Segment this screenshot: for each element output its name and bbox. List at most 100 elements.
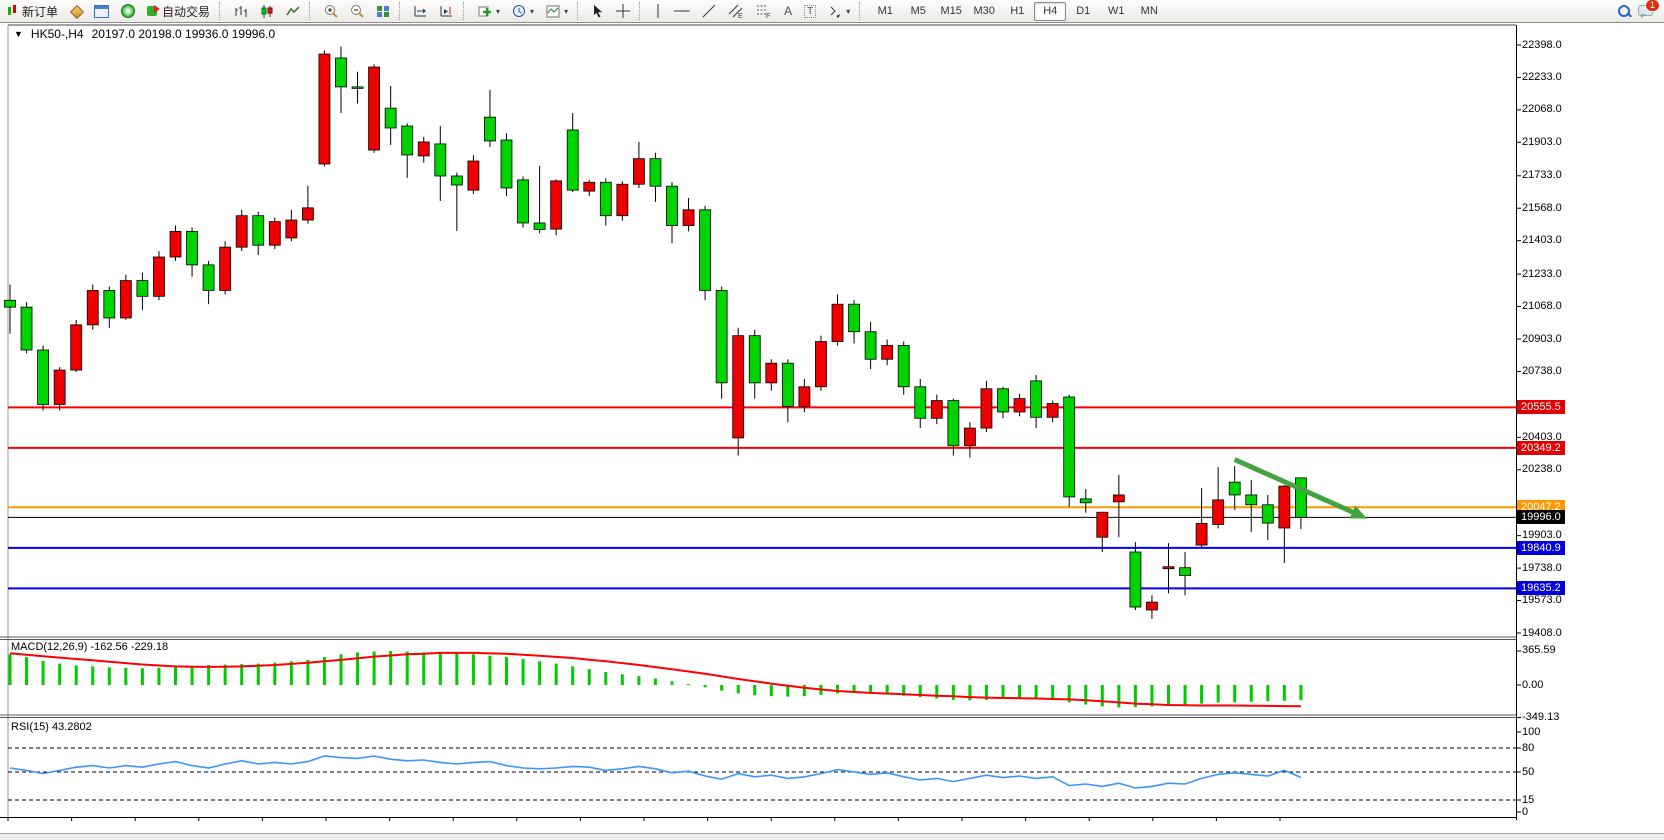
candlestick-mode-button[interactable] bbox=[255, 1, 279, 22]
candle-body bbox=[484, 116, 496, 142]
timeframe-h1[interactable]: H1 bbox=[1010, 4, 1025, 17]
macd-histogram-bar bbox=[637, 676, 641, 685]
timeframe-m30[interactable]: M30 bbox=[973, 4, 995, 17]
new-order-icon bbox=[7, 5, 19, 17]
template-icon bbox=[546, 5, 560, 17]
candle-body bbox=[1079, 498, 1092, 504]
cursor-tool-button[interactable] bbox=[587, 1, 609, 22]
timeframe-m1[interactable]: M1 bbox=[877, 4, 893, 17]
candle-body bbox=[368, 66, 381, 151]
auto-scroll-button[interactable] bbox=[409, 1, 433, 22]
market-watch-button[interactable] bbox=[65, 1, 87, 22]
trend-arrow-line[interactable] bbox=[1233, 457, 1359, 517]
trend-arrow-head[interactable] bbox=[1349, 505, 1368, 519]
macd-histogram-bar bbox=[405, 651, 409, 685]
timeframe-m15[interactable]: M15 bbox=[940, 4, 962, 17]
chart-window-icon bbox=[94, 4, 110, 18]
price-axis-tick: 21068.0 bbox=[1522, 300, 1562, 313]
macd-histogram-bar bbox=[372, 651, 376, 685]
arrows-tool[interactable]: ▾ bbox=[823, 1, 855, 22]
macd-histogram-bar bbox=[140, 668, 144, 685]
candle-body bbox=[417, 141, 430, 157]
chart-canvas[interactable] bbox=[0, 24, 1664, 833]
zoom-out-button[interactable] bbox=[345, 1, 369, 22]
candle-body bbox=[384, 107, 397, 129]
crosshair-tool-button[interactable] bbox=[611, 1, 635, 22]
price-axis-tick: 19903.0 bbox=[1522, 529, 1562, 542]
bar-chart-mode-button[interactable] bbox=[229, 1, 253, 22]
macd-histogram-bar bbox=[653, 678, 657, 685]
candle-body bbox=[715, 290, 728, 384]
rsi-axis-tick: 0 bbox=[1522, 805, 1529, 818]
chart-collapse-icon[interactable]: ▼ bbox=[14, 29, 23, 39]
macd-histogram-bar bbox=[1067, 685, 1071, 703]
timeframe-w1[interactable]: W1 bbox=[1107, 4, 1125, 17]
clock-icon bbox=[513, 5, 526, 17]
timeframe-m5[interactable]: M5 bbox=[910, 4, 926, 17]
chart-title: ▼ HK50-,H4 20197.0 20198.0 19936.0 19996… bbox=[14, 27, 275, 41]
price-axis-tick: 22398.0 bbox=[1522, 38, 1562, 51]
chart-shift-button[interactable] bbox=[435, 1, 459, 22]
macd-histogram-bar bbox=[1249, 685, 1253, 702]
indicators-button[interactable]: ▾ bbox=[473, 1, 505, 22]
new-order-button[interactable]: 新订单 bbox=[2, 1, 63, 22]
macd-signal-line bbox=[9, 651, 1301, 708]
macd-histogram-bar bbox=[8, 654, 12, 685]
trendline-tool[interactable] bbox=[697, 1, 721, 22]
text-tool[interactable]: A bbox=[779, 1, 797, 22]
macd-histogram-bar bbox=[41, 660, 45, 685]
candle-body bbox=[186, 231, 198, 266]
macd-histogram-bar bbox=[703, 685, 707, 688]
macd-histogram-bar bbox=[256, 663, 260, 685]
macd-histogram-bar bbox=[455, 653, 459, 685]
macd-histogram-bar bbox=[190, 665, 194, 685]
candle-body bbox=[1261, 504, 1274, 524]
channel-tool[interactable]: E bbox=[723, 1, 749, 22]
auto-trading-button[interactable]: 自动交易 bbox=[142, 1, 215, 22]
candle-body bbox=[848, 303, 860, 333]
macd-histogram-bar bbox=[91, 666, 95, 685]
rsi-axis-tick: 50 bbox=[1522, 765, 1535, 778]
timeframe-mn[interactable]: MN bbox=[1140, 4, 1158, 17]
chat-icon[interactable]: 1 bbox=[1638, 0, 1660, 18]
candle-body bbox=[616, 183, 629, 217]
macd-histogram-bar bbox=[554, 663, 558, 685]
macd-histogram-bar bbox=[1216, 685, 1220, 703]
price-axis-tick: 19738.0 bbox=[1522, 561, 1562, 574]
tile-windows-button[interactable] bbox=[371, 1, 395, 22]
trendline-icon bbox=[702, 4, 716, 18]
candle-body bbox=[881, 345, 894, 360]
zoom-in-button[interactable] bbox=[319, 1, 343, 22]
dropdown-caret-icon: ▾ bbox=[564, 6, 569, 16]
timeframe-d1[interactable]: D1 bbox=[1076, 4, 1091, 17]
candle-body bbox=[136, 280, 149, 297]
charts-window-button[interactable] bbox=[89, 1, 114, 22]
price-axis-tick: 20403.0 bbox=[1522, 430, 1562, 443]
fibonacci-icon: F bbox=[757, 5, 770, 18]
macd-histogram-bar bbox=[471, 654, 475, 685]
candle-body bbox=[169, 231, 182, 258]
signals-button[interactable] bbox=[116, 1, 140, 22]
templates-button[interactable]: ▾ bbox=[541, 1, 573, 22]
candle-body bbox=[318, 53, 331, 165]
macd-histogram-bar bbox=[620, 674, 624, 685]
text-label-tool[interactable]: T bbox=[799, 1, 821, 22]
candle-body bbox=[1245, 494, 1258, 506]
periods-button[interactable]: ▾ bbox=[507, 1, 539, 22]
macd-histogram-bar bbox=[322, 657, 326, 685]
horizontal-line-tool[interactable] bbox=[669, 1, 695, 22]
search-icon[interactable] bbox=[1617, 4, 1632, 19]
macd-histogram-bar bbox=[852, 685, 856, 693]
candle-body bbox=[1179, 567, 1191, 576]
vertical-line-tool[interactable] bbox=[649, 1, 667, 22]
candle-body bbox=[1013, 398, 1026, 413]
fibonacci-tool[interactable]: F bbox=[751, 1, 777, 22]
macd-histogram-bar bbox=[1133, 685, 1137, 708]
zoom-out-icon bbox=[351, 5, 364, 18]
line-chart-mode-button[interactable] bbox=[281, 1, 305, 22]
timeframe-h4[interactable]: H4 bbox=[1034, 1, 1067, 21]
candle-body bbox=[235, 215, 248, 248]
candle-body bbox=[864, 331, 877, 360]
candle-body bbox=[202, 264, 215, 291]
